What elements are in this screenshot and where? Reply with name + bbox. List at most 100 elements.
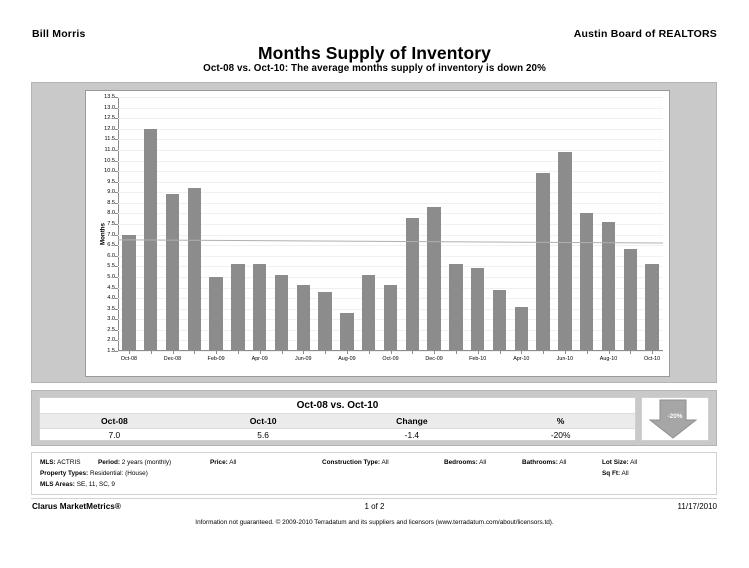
x-axis-tick xyxy=(630,351,632,354)
y-axis-label: 7.0 xyxy=(107,231,115,238)
gridline xyxy=(118,118,663,120)
bar xyxy=(274,274,289,351)
criteria-value: All xyxy=(620,470,629,477)
y-axis-label: 9.0 xyxy=(107,189,115,196)
y-axis-tick xyxy=(115,181,118,183)
criteria-label: Property Types: xyxy=(40,470,89,477)
y-axis-tick xyxy=(115,298,118,300)
x-axis-tick xyxy=(325,351,327,354)
x-axis-tick xyxy=(477,351,479,354)
x-axis-tick xyxy=(586,351,588,354)
x-axis-label: Feb-10 xyxy=(469,356,487,362)
criteria-label: MLS Areas: xyxy=(40,481,75,488)
y-axis-tick xyxy=(115,351,118,352)
y-axis-tick xyxy=(115,276,118,278)
gridline xyxy=(118,234,663,236)
criteria-item: Bedrooms: All xyxy=(444,459,486,466)
criteria-item: Bathrooms: All xyxy=(522,459,566,466)
y-axis-tick xyxy=(115,139,118,141)
y-axis-tick xyxy=(115,213,118,215)
bar xyxy=(623,249,638,351)
x-axis-tick xyxy=(172,351,174,354)
x-axis-tick xyxy=(390,351,392,354)
average-line xyxy=(118,239,663,244)
criteria-value: ACTRIS xyxy=(55,459,81,466)
criteria-value: Residential: (House) xyxy=(88,470,148,477)
y-axis-label: 8.5 xyxy=(107,199,115,206)
y-axis-tick xyxy=(115,287,118,289)
bar xyxy=(470,268,485,351)
criteria-label: Price: xyxy=(210,459,228,466)
bar xyxy=(383,285,398,351)
y-axis-tick xyxy=(115,107,118,109)
y-axis-tick xyxy=(115,97,118,98)
page-subtitle: Oct-08 vs. Oct-10: The average months su… xyxy=(203,63,546,74)
y-axis-tick xyxy=(115,234,118,236)
x-axis-tick xyxy=(216,351,218,354)
summary-cell: 7.0 xyxy=(108,430,121,440)
y-axis-label: 2.5 xyxy=(107,326,115,333)
gridline xyxy=(118,213,663,215)
criteria-label: MLS: xyxy=(40,459,56,466)
footer-divider xyxy=(31,498,717,499)
criteria-value: All xyxy=(628,459,638,466)
criteria-item: Property Types: Residential: (House) xyxy=(40,470,148,477)
criteria-value: All xyxy=(557,459,567,466)
criteria-label: Bedrooms: xyxy=(444,459,478,466)
bar xyxy=(296,285,311,351)
gridline xyxy=(118,107,663,109)
y-axis-tick xyxy=(115,192,118,194)
criteria-value: All xyxy=(477,459,487,466)
criteria-value: All xyxy=(227,459,237,466)
x-axis-label: Jun-10 xyxy=(556,356,574,362)
criteria-value: All xyxy=(380,459,389,466)
bar xyxy=(514,306,529,351)
criteria-item: MLS Areas: SE, 11, SC, 9 xyxy=(40,481,115,488)
board-name: Austin Board of REALTORS xyxy=(573,28,717,40)
y-axis-tick xyxy=(115,329,118,331)
bar xyxy=(165,194,180,351)
agent-name: Bill Morris xyxy=(32,28,86,40)
y-axis-label: 12.0 xyxy=(104,125,115,132)
bar xyxy=(209,276,223,351)
x-axis-tick xyxy=(194,351,196,354)
down-arrow-icon xyxy=(642,398,708,440)
x-axis-tick xyxy=(434,351,436,354)
y-axis-label: 6.0 xyxy=(107,252,115,259)
bar xyxy=(536,173,550,351)
bar xyxy=(427,207,441,351)
bar xyxy=(187,188,202,351)
criteria-label: Sq Ft: xyxy=(602,470,621,477)
bar xyxy=(645,264,659,351)
report-header: Bill Morris Austin Board of REALTORS xyxy=(0,28,749,54)
criteria-item: Price: All xyxy=(210,459,236,466)
x-axis-tick xyxy=(150,351,152,354)
y-axis-tick xyxy=(115,224,118,225)
plot-area: 1.5 2.0 2.5 3.0 3.5 4.0 4.5 5.0 5.5 6.0 6.5 7.0 7.5 8… xyxy=(104,94,663,362)
gridline xyxy=(118,171,663,173)
x-axis-tick xyxy=(128,351,130,354)
gridline xyxy=(118,202,663,204)
bar xyxy=(405,217,420,351)
summary-table: Oct-08 vs. Oct-10 Oct-08 Oct-10 Change% 7.… xyxy=(39,397,636,441)
bar xyxy=(361,274,376,351)
x-axis-label: Dec-09 xyxy=(425,356,443,362)
badge-label: -20% xyxy=(667,413,683,420)
gridline xyxy=(118,192,663,194)
summary-column-header: Oct-10 xyxy=(249,416,277,426)
y-axis-tick xyxy=(115,160,118,162)
summary-header-row: Oct-08 Oct-10 Change% xyxy=(40,413,635,429)
x-axis-tick xyxy=(237,351,239,354)
y-axis-label: 8.0 xyxy=(107,210,115,217)
gridline xyxy=(118,139,663,141)
gridline xyxy=(118,245,663,247)
y-axis-label: 11.5 xyxy=(104,136,115,143)
x-axis-tick xyxy=(259,351,261,354)
bar xyxy=(558,152,572,351)
y-axis-label: 12.5 xyxy=(104,115,115,122)
y-axis-label: 3.0 xyxy=(107,316,115,323)
bar xyxy=(122,234,136,351)
criteria-panel: MLS: ACTRIS Period: 2 years (monthly) Pric… xyxy=(31,452,717,495)
criteria-item: Lot Size: All xyxy=(602,459,637,466)
